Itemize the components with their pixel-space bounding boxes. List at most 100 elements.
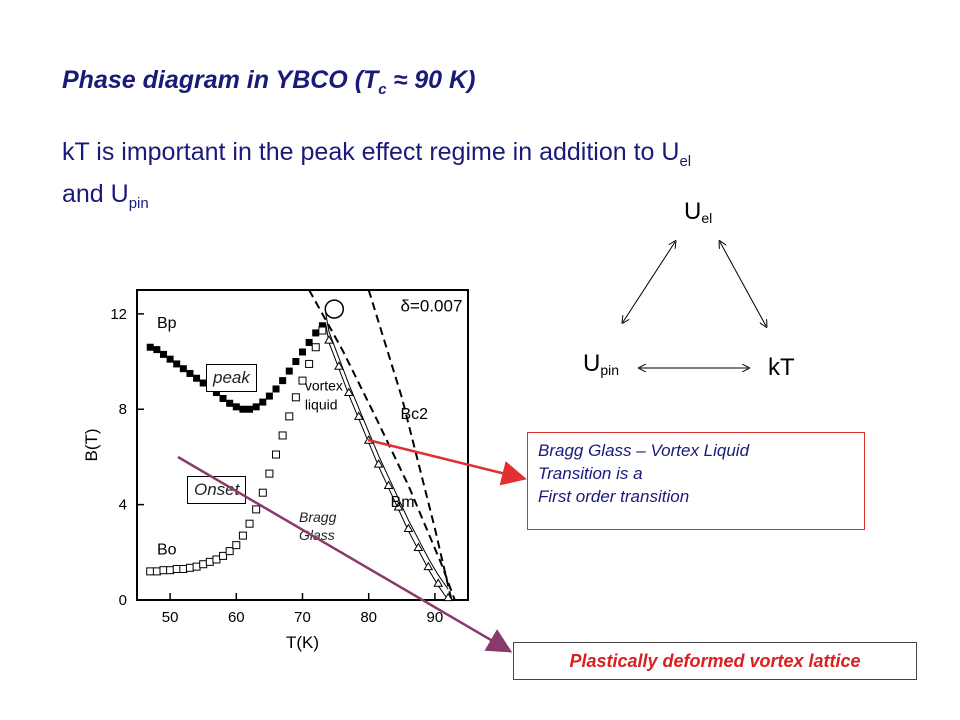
bo-point (265, 469, 274, 478)
bp-point (186, 369, 194, 377)
title-suffix: 90 K) (407, 66, 476, 94)
bm-curve-upper (325, 312, 449, 590)
page-title: Phase diagram in YBCO (Tc ≈ 90 K) (62, 66, 475, 98)
title-prefix: Phase diagram in YBCO (T (62, 66, 379, 94)
page-subtitle: kT is important in the peak effect regim… (62, 136, 922, 220)
arrow-uel-upin (623, 242, 675, 322)
bo-point (238, 531, 247, 540)
delta-label: δ=0.007 (400, 296, 462, 315)
x-tick-label: 80 (360, 609, 377, 626)
triangle-top-label: Uel (684, 198, 712, 226)
bo-point (252, 505, 261, 514)
y-tick-label: 4 (119, 497, 127, 514)
bragg-glass-label: Bragg Glass (299, 508, 336, 544)
bm-point (383, 480, 394, 490)
triangle-top-sub: el (701, 210, 713, 226)
bo-label: Bo (157, 542, 177, 559)
bp-point (159, 350, 167, 358)
callout-arrow (367, 438, 527, 486)
bo-point (272, 450, 281, 459)
bp-point (239, 405, 247, 413)
bp-point (259, 398, 267, 406)
x-axis-label: T(K) (286, 633, 319, 652)
bp-point (285, 367, 293, 375)
bc2-label: Bc2 (400, 406, 428, 423)
delta-dashed-line (367, 289, 453, 601)
bp-point (193, 374, 201, 382)
callout-line2: Transition is a (538, 464, 643, 483)
bp-point (146, 343, 154, 351)
subtitle-part1: kT is important in the peak effect regim… (62, 138, 680, 166)
bm-point (403, 523, 414, 532)
bp-label: Bp (157, 315, 177, 332)
callout-line1: Bragg Glass – Vortex Liquid (538, 441, 750, 460)
bo-point (291, 393, 300, 402)
bm-point (393, 501, 404, 511)
triangle-left-sub: pin (600, 362, 620, 378)
bp-point (232, 403, 240, 411)
bo-point (278, 431, 287, 440)
triangle-left-main: U (583, 350, 601, 377)
bm-point (433, 578, 444, 587)
x-tick-label: 90 (427, 609, 444, 626)
subtitle-sub2: pin (128, 195, 149, 212)
bo-point (305, 359, 314, 368)
subtitle-part2: and U (62, 180, 129, 208)
x-tick-label: 60 (228, 609, 245, 626)
bo-point (318, 326, 327, 335)
bo-point (245, 519, 254, 528)
transition-callout: Bragg Glass – Vortex Liquid Transition i… (527, 432, 865, 530)
bm-point (334, 361, 344, 370)
triangle-top-main: U (684, 198, 702, 225)
subtitle-sub1: el (679, 153, 692, 170)
y-tick-label: 8 (119, 401, 127, 418)
x-tick-label: 50 (162, 609, 179, 626)
bm-point (343, 387, 354, 397)
vortex-liquid-label-2: liquid (305, 396, 338, 412)
peak-label: peak (206, 364, 257, 392)
bm-point (413, 542, 424, 552)
bp-point (292, 358, 300, 366)
bp-point (246, 405, 254, 413)
bo-point (232, 541, 241, 550)
bp-point (199, 379, 207, 387)
bp-point (212, 389, 220, 397)
bp-point (299, 348, 306, 356)
bm-point (373, 459, 384, 468)
bp-point (179, 365, 187, 373)
triangle-left-label: Upin (583, 350, 619, 378)
arrow-uel-kt (720, 242, 766, 326)
bp-point (265, 392, 273, 400)
bo-point (311, 343, 320, 352)
peak-circle (324, 299, 345, 319)
bragg-line1: Bragg (299, 509, 337, 525)
bp-point (305, 338, 313, 346)
bo-point (298, 376, 307, 385)
bp-point (318, 322, 326, 330)
vortex-liquid-label-1: vortex (305, 377, 343, 393)
bp-point (153, 346, 161, 354)
callout-line3: First order transition (538, 487, 690, 506)
bo-point (225, 547, 234, 556)
bp-point (312, 329, 320, 337)
title-approx: ≈ (393, 66, 408, 94)
bm-point (353, 411, 364, 420)
plastic-arrow (177, 455, 513, 653)
bp-point (219, 395, 227, 402)
y-tick-label: 0 (119, 592, 127, 609)
bm-point (324, 335, 334, 344)
bm-point (443, 592, 454, 602)
bp-point (252, 403, 260, 411)
plastic-deformation-label: Plastically deformed vortex lattice (513, 642, 917, 680)
bc2-dashed-line (308, 289, 456, 601)
bo-point (219, 551, 228, 560)
bp-point (226, 399, 234, 407)
bm-label: Bm (391, 494, 415, 511)
bo-point (285, 412, 294, 421)
bp-point (272, 385, 280, 393)
bp-point (173, 360, 181, 368)
triangle-right-label: kT (768, 354, 795, 381)
